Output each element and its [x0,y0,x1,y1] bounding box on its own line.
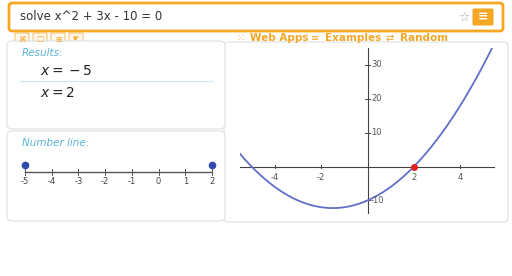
Text: ⌘: ⌘ [18,34,26,44]
Text: -2: -2 [101,177,109,187]
Text: -3: -3 [74,177,82,187]
Text: 4: 4 [458,173,463,182]
FancyBboxPatch shape [9,3,503,31]
Text: □: □ [36,34,44,44]
FancyBboxPatch shape [7,41,225,129]
Text: 2: 2 [411,173,416,182]
Text: Random: Random [400,33,448,43]
Text: ⁙: ⁙ [236,33,244,43]
Text: -4: -4 [271,173,279,182]
Text: -10: -10 [371,196,385,205]
Text: -2: -2 [317,173,325,182]
Text: ⇄: ⇄ [386,33,394,43]
Text: solve x^2 + 3x - 10 = 0: solve x^2 + 3x - 10 = 0 [20,10,162,23]
Text: -1: -1 [127,177,136,187]
Text: ≡: ≡ [478,10,488,23]
Text: Number line:: Number line: [22,138,89,148]
Text: $x = -5$: $x = -5$ [40,64,92,78]
Text: $x = 2$: $x = 2$ [40,86,75,100]
Text: 2: 2 [209,177,215,187]
FancyBboxPatch shape [224,42,508,222]
Text: ≡: ≡ [311,33,319,43]
Text: 30: 30 [371,60,381,70]
FancyBboxPatch shape [15,33,29,45]
Text: -4: -4 [48,177,56,187]
Text: -5: -5 [21,177,29,187]
FancyBboxPatch shape [69,33,83,45]
FancyBboxPatch shape [33,33,47,45]
Text: 1: 1 [183,177,188,187]
Text: Results:: Results: [22,48,63,58]
Text: 0: 0 [156,177,161,187]
Text: ⊞: ⊞ [55,34,61,44]
Text: Web Apps: Web Apps [250,33,309,43]
Text: ☆: ☆ [458,10,470,23]
Text: 10: 10 [371,128,381,137]
Text: Examples: Examples [325,33,381,43]
FancyBboxPatch shape [51,33,65,45]
Text: 20: 20 [371,94,381,103]
Text: ☛: ☛ [73,34,79,44]
FancyBboxPatch shape [473,9,494,25]
FancyBboxPatch shape [7,131,225,221]
